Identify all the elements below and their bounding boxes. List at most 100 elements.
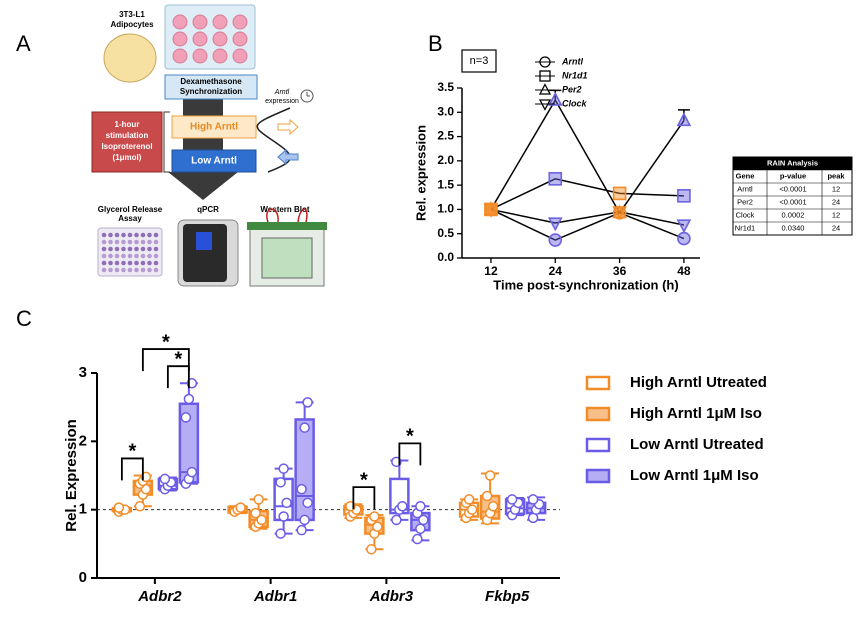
flow-arrow <box>168 98 238 200</box>
data-point <box>256 514 267 526</box>
well <box>134 253 139 259</box>
well <box>147 239 152 245</box>
y-tick-label: 2.5 <box>437 129 454 143</box>
significance-label: * <box>174 348 182 370</box>
table-cell: 0.0340 <box>782 223 805 232</box>
well <box>127 246 133 252</box>
significance-label: * <box>360 469 368 491</box>
low-label: Low Arntl <box>191 156 237 167</box>
data-point <box>415 523 426 535</box>
significance-label: * <box>128 441 136 463</box>
significance-bracket <box>166 365 190 389</box>
table-header: p-value <box>780 171 806 180</box>
well <box>232 14 248 30</box>
well <box>108 253 113 259</box>
legend-swatch <box>585 437 611 453</box>
cells-label: 3T3-L1 <box>119 10 145 19</box>
well <box>101 232 107 238</box>
table-cell: Per2 <box>737 197 753 206</box>
blot-wires <box>266 208 308 223</box>
table-cell: <0.0001 <box>779 197 806 206</box>
legend-swatch <box>585 406 611 422</box>
marker <box>612 186 627 201</box>
table-cell: <0.0001 <box>779 184 806 193</box>
well <box>153 246 159 252</box>
data-point <box>369 511 380 522</box>
marker <box>677 189 691 203</box>
well <box>121 253 126 259</box>
well <box>212 31 228 47</box>
well <box>108 246 113 252</box>
well <box>153 253 159 259</box>
legend-swatch <box>585 375 611 391</box>
legend-label: Clock <box>562 98 588 108</box>
well <box>153 267 159 273</box>
data-point <box>296 483 307 495</box>
well <box>232 31 248 47</box>
well <box>172 48 188 64</box>
data-point <box>278 463 289 474</box>
well <box>108 239 113 245</box>
well <box>101 260 107 266</box>
marker <box>538 99 552 111</box>
rain-table: RAIN Analysis Gene p-value peak Arntl <0.0001… <box>732 156 853 236</box>
stimulation-label: stimulation <box>106 131 149 140</box>
well <box>121 239 126 245</box>
data-point <box>186 466 198 478</box>
marker <box>547 217 563 232</box>
table-header: Gene <box>736 171 755 180</box>
well <box>140 260 146 266</box>
well <box>140 267 146 273</box>
clock-icon <box>306 92 310 97</box>
table-cell: Clock <box>736 210 755 219</box>
assay-label: qPCR <box>197 205 219 214</box>
data-point <box>481 490 493 502</box>
x-tick-label: Adbr3 <box>369 588 414 605</box>
sync-label: Synchronization <box>180 87 242 96</box>
well <box>192 48 208 64</box>
well <box>114 232 120 238</box>
marker <box>676 219 692 234</box>
x-tick-label: 24 <box>549 264 563 278</box>
data-point <box>275 477 286 488</box>
table-header: peak <box>827 171 845 180</box>
blot-gel <box>261 237 313 279</box>
data-point <box>134 501 146 512</box>
y-tick-label: 0 <box>79 569 87 586</box>
data-point <box>397 501 408 512</box>
well <box>147 253 152 259</box>
data-point <box>412 533 423 545</box>
y-axis-label: Rel. expression <box>413 125 428 221</box>
legend-label: Nr1d1 <box>562 70 588 80</box>
data-point <box>250 507 261 519</box>
y-tick-label: 3 <box>79 364 87 381</box>
sync-label: Dexamethasone <box>180 77 242 86</box>
well <box>114 267 120 273</box>
significance-bracket <box>141 348 190 372</box>
table-cell: 0.0002 <box>782 210 805 219</box>
expression-label: Arntl <box>274 89 290 96</box>
marker <box>676 112 692 127</box>
well <box>114 253 120 259</box>
marker <box>483 203 499 218</box>
x-tick-label: Adbr1 <box>253 588 297 605</box>
panel-label: A <box>16 31 31 56</box>
well <box>101 246 107 252</box>
sync-box <box>164 74 258 100</box>
well <box>134 232 139 238</box>
bracket <box>163 111 170 173</box>
well <box>121 246 126 252</box>
y-tick-label: 3.0 <box>437 104 454 118</box>
marker <box>612 206 627 221</box>
stimulation-label: (1μmol) <box>113 153 142 162</box>
data-point <box>299 514 310 526</box>
well <box>172 31 188 47</box>
data-point <box>299 422 310 433</box>
marker <box>538 83 552 95</box>
data-point <box>302 397 313 408</box>
qpcr-icon <box>183 224 227 282</box>
plate-icon <box>164 4 256 70</box>
legend-label: Per2 <box>562 84 582 94</box>
